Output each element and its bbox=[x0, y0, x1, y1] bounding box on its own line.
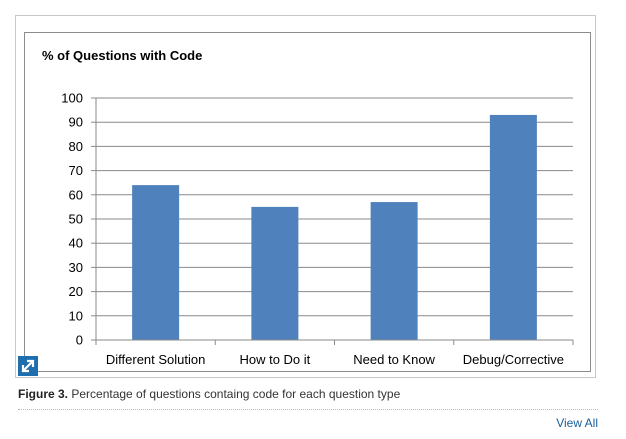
y-tick-label-20: 20 bbox=[69, 284, 83, 299]
figure-container: % of Questions with Code 0 10 20 30 40 50 60 70… bbox=[15, 15, 596, 378]
y-tick-label-10: 10 bbox=[69, 308, 83, 323]
bar-0 bbox=[132, 185, 180, 340]
y-tick-label-50: 50 bbox=[69, 212, 83, 227]
y-tick-label-90: 90 bbox=[69, 115, 83, 130]
view-all-link[interactable]: View All bbox=[556, 416, 598, 430]
y-tick-label-40: 40 bbox=[69, 236, 83, 251]
x-tick-label-3: Debug/Corrective bbox=[463, 352, 564, 367]
bar-1 bbox=[251, 206, 299, 340]
x-tick-labels: Different Solution How to Do it Need to Kn… bbox=[106, 352, 564, 367]
axes bbox=[91, 97, 574, 345]
expand-arrow-icon[interactable] bbox=[18, 356, 38, 376]
y-tick-label-100: 100 bbox=[61, 91, 83, 106]
figure-caption: Figure 3. Percentage of questions contai… bbox=[18, 387, 400, 401]
bars bbox=[132, 114, 537, 340]
chart-frame: % of Questions with Code 0 10 20 30 40 50 60 70… bbox=[24, 32, 591, 372]
chart-title: % of Questions with Code bbox=[42, 48, 202, 63]
x-tick-label-1: How to Do it bbox=[239, 352, 310, 367]
x-tick-label-0: Different Solution bbox=[106, 352, 206, 367]
divider bbox=[18, 409, 598, 410]
caption-text: Percentage of questions containg code fo… bbox=[68, 387, 401, 401]
bar-2 bbox=[370, 202, 418, 340]
y-tick-label-0: 0 bbox=[76, 333, 83, 348]
y-tick-labels: 0 10 20 30 40 50 60 70 80 90 100 bbox=[61, 91, 83, 348]
y-tick-label-80: 80 bbox=[69, 139, 83, 154]
y-tick-label-70: 70 bbox=[69, 163, 83, 178]
caption-label: Figure 3. bbox=[18, 387, 69, 401]
x-tick-label-2: Need to Know bbox=[353, 352, 435, 367]
y-tick-label-30: 30 bbox=[69, 260, 83, 275]
bar-chart: % of Questions with Code 0 10 20 30 40 50 60 70… bbox=[42, 48, 574, 367]
bar-3 bbox=[489, 114, 537, 340]
y-tick-label-60: 60 bbox=[69, 187, 83, 202]
